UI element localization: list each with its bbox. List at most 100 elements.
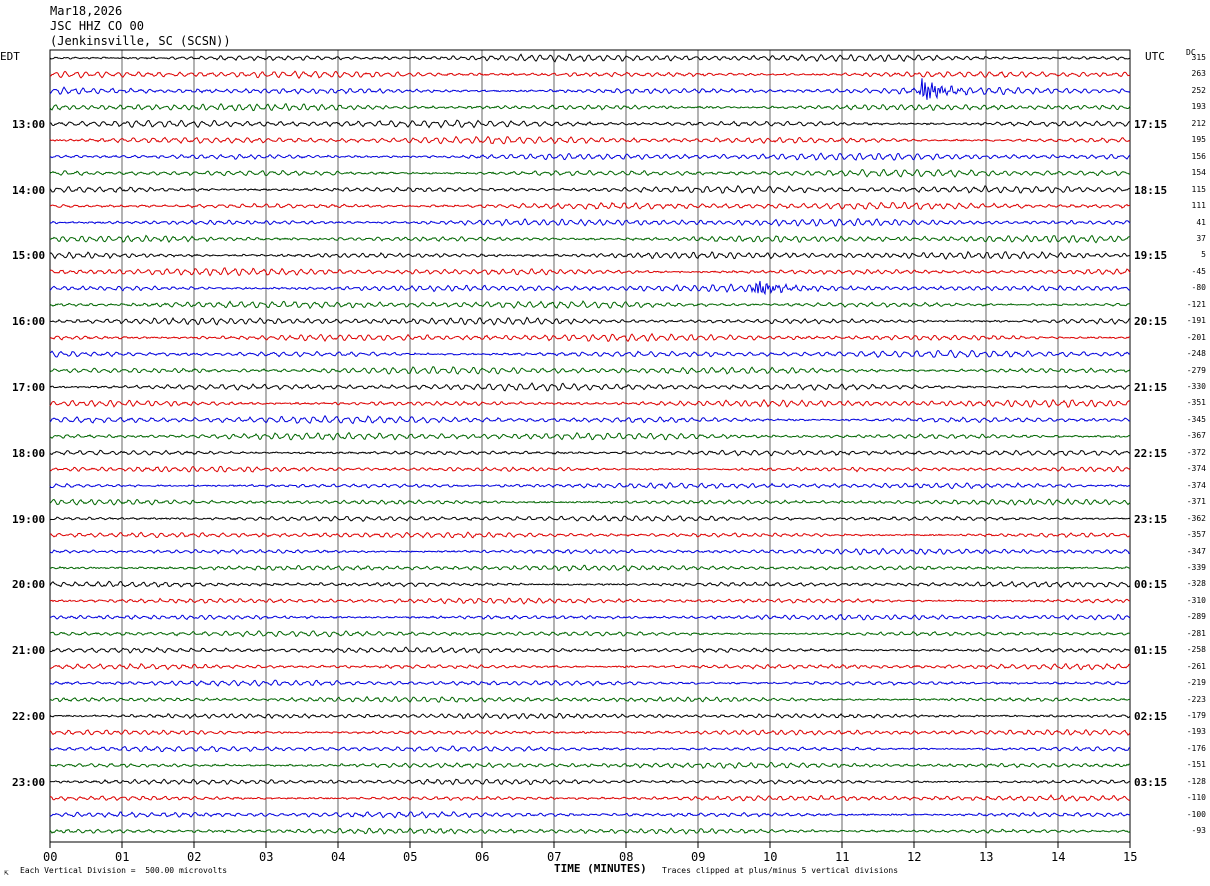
x-tick-label: 01: [115, 850, 130, 864]
x-tick-label: 13: [979, 850, 994, 864]
x-tick-label: 00: [43, 850, 58, 864]
dc-offset-label: 37: [1196, 233, 1206, 243]
seismic-trace: [49, 679, 1131, 687]
seismic-trace: [49, 514, 1131, 522]
seismic-trace: [49, 745, 1131, 753]
dc-offset-label: -93: [1191, 826, 1206, 836]
seismic-trace: [49, 316, 1131, 326]
right-hour-label: 18:15: [1134, 183, 1168, 197]
right-hour-label: 22:15: [1134, 446, 1168, 460]
seismic-trace: [49, 332, 1130, 343]
seismic-trace: [49, 761, 1131, 770]
seismic-trace: [49, 185, 1131, 195]
x-tick-label: 04: [331, 850, 346, 864]
dc-offset-label: -223: [1186, 694, 1206, 704]
left-hour-label: 21:00: [12, 644, 46, 658]
seismic-trace: [49, 103, 1131, 112]
dc-header-label: DC: [1186, 48, 1196, 57]
left-hour-label: 14:00: [12, 183, 46, 197]
dc-offset-label: 5: [1201, 250, 1206, 260]
dc-offset-label: -372: [1186, 447, 1206, 457]
left-hour-label: 16:00: [12, 315, 46, 329]
dc-offset-label: 115: [1191, 184, 1206, 194]
dc-offset-label: -362: [1186, 513, 1206, 523]
dc-offset-label: -191: [1186, 316, 1206, 326]
dc-offset-label: -80: [1191, 283, 1206, 293]
x-tick-label: 06: [475, 850, 490, 864]
scale-icon: ⇱: [4, 868, 9, 877]
seismic-trace: [49, 613, 1131, 621]
left-hour-label: 15:00: [12, 249, 46, 263]
seismic-trace: [49, 53, 1131, 63]
seismic-trace: [49, 300, 1131, 310]
right-hour-label: 02:15: [1134, 710, 1168, 723]
dc-offset-label: -310: [1186, 595, 1206, 605]
dc-offset-label: -261: [1186, 661, 1206, 671]
dc-offset-label: -128: [1186, 776, 1206, 786]
dc-offset-label: -179: [1186, 711, 1206, 720]
dc-offset-label: -330: [1186, 382, 1206, 391]
dc-offset-label: 212: [1191, 118, 1206, 128]
x-tick-label: 07: [547, 850, 562, 864]
seismic-trace: [49, 234, 1130, 244]
station-name: JSC HHZ CO 00: [50, 19, 144, 33]
seismic-trace: [49, 794, 1131, 802]
seismic-trace: [49, 365, 1131, 375]
seismic-trace: [49, 498, 1131, 506]
dc-offset-label: -100: [1186, 809, 1206, 819]
seismic-trace: [49, 547, 1131, 556]
seismic-trace: [49, 135, 1131, 145]
seismic-trace: [49, 646, 1131, 654]
right-hour-label: 03:15: [1134, 775, 1168, 789]
dc-offset-label: -371: [1186, 497, 1206, 507]
x-tick-label: 09: [691, 850, 706, 864]
x-tick-label: 15: [1123, 850, 1138, 864]
right-hour-label: 21:15: [1134, 381, 1168, 394]
dc-offset-label: -176: [1186, 743, 1206, 753]
seismic-trace: [49, 712, 1131, 720]
dc-offset-label: -357: [1186, 530, 1206, 540]
dc-offset-label: -151: [1186, 760, 1206, 770]
seismic-trace: [49, 449, 1131, 457]
x-tick-label: 10: [763, 850, 778, 864]
x-tick-label: 02: [187, 850, 202, 864]
dc-offset-label: -328: [1186, 579, 1206, 589]
left-hour-label: 20:00: [12, 578, 46, 592]
seismic-trace: [49, 465, 1131, 473]
right-hour-label: 17:15: [1134, 117, 1168, 131]
seismic-trace: [49, 827, 1131, 835]
left-hour-label: 13:00: [12, 117, 46, 131]
seismic-trace: [50, 119, 1131, 129]
dc-offset-label: -281: [1186, 628, 1206, 638]
dc-offset-label: -367: [1186, 431, 1206, 441]
right-hour-label: 20:15: [1134, 315, 1168, 329]
dc-offset-label: -121: [1186, 299, 1206, 309]
left-hour-label: 18:00: [12, 446, 46, 460]
left-hour-label: 22:00: [12, 710, 46, 723]
seismic-trace: [49, 810, 1131, 819]
dc-offset-label: 111: [1191, 201, 1206, 211]
seismic-trace: [49, 382, 1131, 392]
dc-offset-label: 252: [1191, 85, 1206, 95]
dc-offset-label: -248: [1186, 349, 1206, 359]
dc-offset-label: 315: [1191, 53, 1206, 62]
right-timezone-label: UTC: [1145, 50, 1165, 63]
seismic-trace: [49, 564, 1130, 572]
plot-date: Mar18,2026: [50, 4, 123, 18]
dc-offset-label: -110: [1186, 793, 1206, 803]
right-hour-label: 19:15: [1134, 249, 1168, 263]
seismic-trace: [49, 398, 1131, 408]
x-axis-title: TIME (MINUTES): [554, 862, 647, 875]
right-hour-label: 00:15: [1134, 578, 1168, 592]
seismic-trace: [49, 778, 1131, 786]
dc-offset-label: -193: [1186, 727, 1206, 737]
clip-note: Traces clipped at plus/minus 5 vertical …: [662, 866, 899, 875]
dc-offset-label: -351: [1186, 398, 1206, 408]
seismic-trace: [49, 250, 1131, 260]
dc-offset-label: -289: [1186, 612, 1206, 622]
vertical-scale-note: Each Vertical Division = 500.00 microvol…: [20, 866, 228, 875]
seismic-trace: [49, 728, 1131, 736]
dc-offset-label: -279: [1186, 365, 1206, 375]
seismic-trace: [50, 662, 1131, 671]
right-hour-label: 23:15: [1134, 512, 1168, 526]
